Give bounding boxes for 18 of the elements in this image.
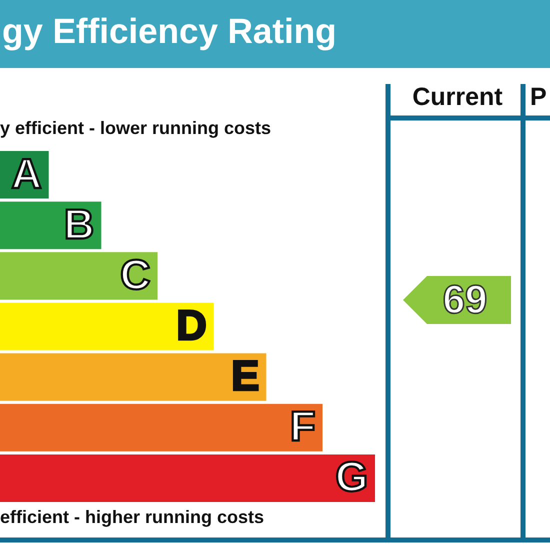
bar: [0, 302, 214, 350]
y-tick-label: G: [335, 453, 368, 500]
y-tick-label: E: [231, 352, 260, 400]
text: 69: [442, 277, 488, 324]
text: P: [529, 83, 548, 112]
y-tick-label: D: [176, 302, 207, 348]
y-tick-label: F: [290, 402, 316, 450]
bar: [0, 252, 158, 300]
chart-title: gy Efficiency Rating: [2, 12, 337, 52]
y-tick-label: C: [120, 250, 150, 298]
text: efficient - higher running costs: [0, 507, 264, 528]
text: Current: [411, 83, 504, 112]
y-tick-label: A: [11, 150, 42, 197]
text: y efficient - lower running costs: [0, 118, 272, 139]
y-tick-label: B: [64, 200, 94, 248]
bar: [0, 404, 322, 452]
bar: [0, 454, 375, 502]
bar: [0, 353, 266, 401]
